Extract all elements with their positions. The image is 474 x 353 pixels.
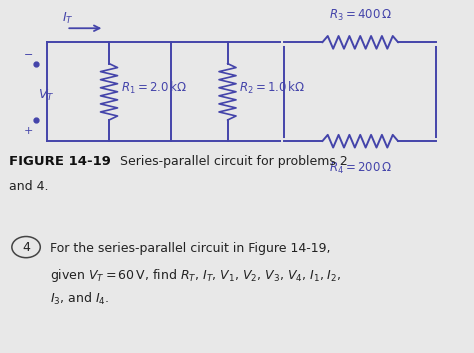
Text: and 4.: and 4.: [9, 180, 49, 193]
Text: $I_3$, and $I_4$.: $I_3$, and $I_4$.: [50, 291, 109, 307]
Text: Series-parallel circuit for problems 2: Series-parallel circuit for problems 2: [116, 155, 348, 168]
Text: For the series-parallel circuit in Figure 14-19,: For the series-parallel circuit in Figur…: [50, 242, 330, 255]
Text: $R_1 = 2.0\,\mathrm{k}\Omega$: $R_1 = 2.0\,\mathrm{k}\Omega$: [121, 80, 187, 96]
Text: $+$: $+$: [23, 125, 33, 136]
Text: $I_T$: $I_T$: [62, 11, 73, 26]
Text: $R_2 = 1.0\,\mathrm{k}\Omega$: $R_2 = 1.0\,\mathrm{k}\Omega$: [239, 80, 306, 96]
Text: FIGURE 14-19: FIGURE 14-19: [9, 155, 111, 168]
Text: $R_4 = 200\,\Omega$: $R_4 = 200\,\Omega$: [328, 161, 392, 176]
Text: $R_3 = 400\,\Omega$: $R_3 = 400\,\Omega$: [328, 8, 392, 23]
Text: $-$: $-$: [23, 48, 33, 58]
Text: 4: 4: [22, 241, 30, 253]
Text: given $V_T = 60\,\mathrm{V}$, find $R_T$, $I_T$, $V_1$, $V_2$, $V_3$, $V_4$, $I_: given $V_T = 60\,\mathrm{V}$, find $R_T$…: [50, 267, 341, 283]
Text: $V_T$: $V_T$: [38, 88, 55, 103]
